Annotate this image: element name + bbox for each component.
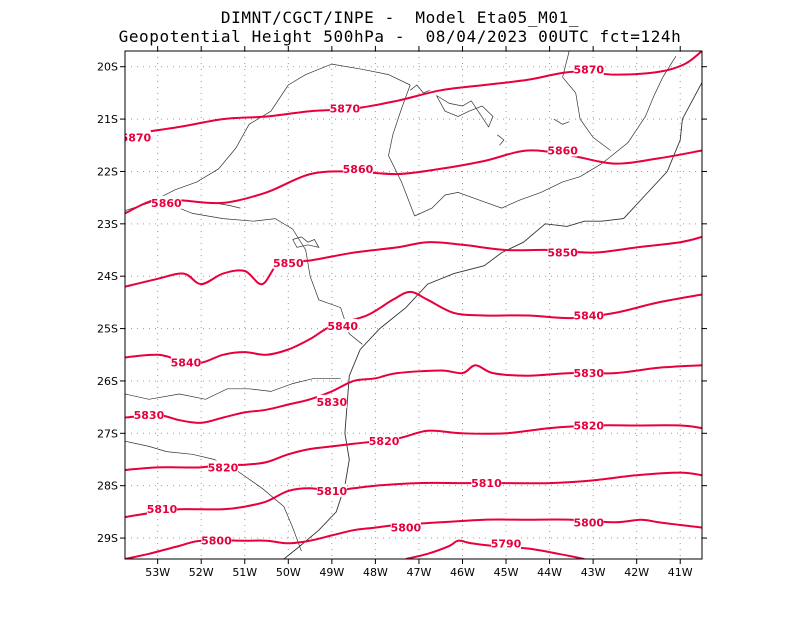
contour-label: 5870 <box>330 103 361 116</box>
contour-line-5830 <box>125 364 702 424</box>
lat-tick-label: 28S <box>97 480 118 493</box>
contour-label-bg <box>342 161 373 175</box>
contour-label: 5850 <box>273 257 304 270</box>
lake-outline <box>292 236 320 248</box>
contour-label: 5800 <box>573 516 604 529</box>
contour-label: 5860 <box>343 163 374 176</box>
contour-label-bg <box>151 195 182 209</box>
contour-label-bg <box>547 245 578 259</box>
lat-tick-label: 20S <box>97 61 118 74</box>
axis-labels: 20S 21S 22S 23S 24S 25S 26S 27S 28S 29S 53W 52W 51W 5… <box>97 46 707 579</box>
lat-tick-label: 26S <box>97 375 118 388</box>
lake-outline <box>553 118 570 125</box>
contour-label: 5870 <box>121 131 152 144</box>
contour-label-bg <box>316 483 347 497</box>
contour-label: 5810 <box>317 485 348 498</box>
lat-tick-label: 24S <box>97 270 118 283</box>
contour-label: 5840 <box>327 320 358 333</box>
lon-tick-label: 53W <box>145 566 170 579</box>
chart-title-line-2: Geopotential Height 500hPa - 08/04/2023 … <box>118 27 682 46</box>
contour-label: 5850 <box>547 247 578 260</box>
lon-tick-label: 52W <box>189 566 214 579</box>
contour-label: 5840 <box>573 309 604 322</box>
contour-label: 5810 <box>471 477 502 490</box>
lake-outline <box>409 84 430 94</box>
lake-outline <box>497 134 505 146</box>
lat-tick-label: 23S <box>97 218 118 231</box>
contour-label-bg <box>133 407 164 421</box>
contour-label-bg <box>573 308 604 322</box>
contour-line-5860 <box>125 149 702 215</box>
lon-tick-label: 42W <box>624 566 649 579</box>
lon-tick-label: 45W <box>494 566 519 579</box>
contour-label: 5820 <box>573 419 604 432</box>
lon-tick-label: 47W <box>407 566 432 579</box>
contour-label-bg <box>573 515 604 529</box>
contour-line-5840 <box>125 290 702 364</box>
contour-line-5790 <box>405 539 585 559</box>
contour-label-bg <box>369 434 400 448</box>
contour-label: 5810 <box>147 503 178 516</box>
contour-line-5850 <box>125 235 702 288</box>
contour-label-bg <box>201 533 232 547</box>
contour-label: 5840 <box>171 357 202 370</box>
state-border <box>125 377 341 400</box>
contour-label: 5800 <box>201 535 232 548</box>
contour-label-bg <box>125 130 151 144</box>
lon-tick-label: 49W <box>319 566 344 579</box>
state-border <box>166 202 363 345</box>
contour-label-bg <box>329 101 360 115</box>
contour-label-bg <box>390 520 421 534</box>
geography-layer <box>125 51 702 559</box>
contour-label-bg <box>547 143 578 157</box>
state-border <box>125 63 411 212</box>
contour-label-bg <box>170 355 201 369</box>
contour-label: 5860 <box>547 145 578 158</box>
contour-label: 5830 <box>317 396 348 409</box>
lat-tick-label: 27S <box>97 427 118 440</box>
contour-label: 5820 <box>369 435 400 448</box>
grid-lines <box>125 51 702 559</box>
state-border <box>388 84 415 217</box>
state-border <box>414 56 677 217</box>
lon-tick-label: 48W <box>363 566 388 579</box>
lat-tick-label: 21S <box>97 113 118 126</box>
contour-label-bg <box>573 418 604 432</box>
contour-line-5810 <box>125 471 702 519</box>
contour-label: 5870 <box>573 63 604 76</box>
contour-label-bg <box>147 502 178 516</box>
lon-tick-label: 51W <box>232 566 257 579</box>
contour-layer: 5870 5870 5870 5860 5860 5860 5850 5850 5840 5840… <box>121 51 702 559</box>
contour-label: 5830 <box>573 367 604 380</box>
contour-label-bg <box>491 536 522 550</box>
lon-tick-label: 50W <box>276 566 301 579</box>
contour-label: 5860 <box>151 197 182 210</box>
lat-tick-label: 29S <box>97 532 118 545</box>
contour-label-bg <box>207 460 238 474</box>
contour-label: 5790 <box>491 537 522 550</box>
contour-label: 5820 <box>208 461 239 474</box>
contour-label-bg <box>573 62 604 76</box>
contour-line-5870 <box>125 51 702 136</box>
lon-tick-label: 46W <box>450 566 475 579</box>
map-frame <box>124 50 703 560</box>
coastline <box>283 82 702 559</box>
contour-label-bg <box>273 256 304 270</box>
lon-tick-label: 44W <box>537 566 562 579</box>
contour-label-bg <box>471 476 502 490</box>
contour-label-bg <box>327 318 358 332</box>
lat-tick-label: 22S <box>97 165 118 178</box>
chart-title-line-1: DIMNT/CGCT/INPE - Model Eta05_M01_ <box>220 8 580 27</box>
contour-label: 5800 <box>391 522 422 535</box>
lat-tick-label: 25S <box>97 323 118 336</box>
contour-label-bg <box>316 394 347 408</box>
lake-outline <box>436 95 494 128</box>
contour-label: 5830 <box>134 409 165 422</box>
lon-tick-label: 43W <box>581 566 606 579</box>
contour-label-bg <box>573 366 604 380</box>
lon-tick-label: 41W <box>668 566 693 579</box>
